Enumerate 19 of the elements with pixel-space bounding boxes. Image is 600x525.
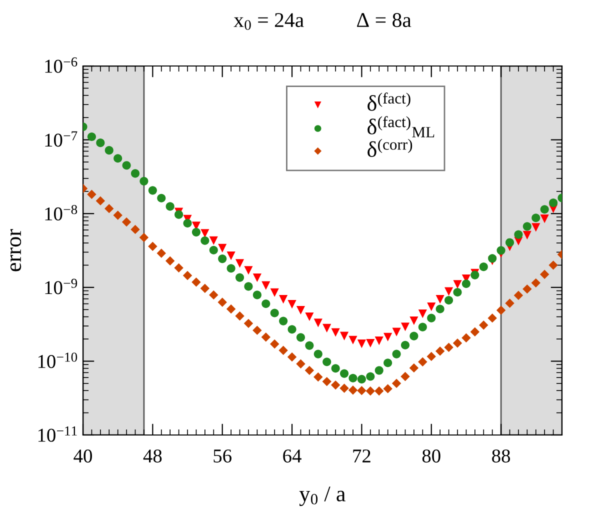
y-tick-label: 10$^{−7}$ — [45, 131, 78, 147]
chart-title: x$_{0}$ = 24a Δ = 8a — [234, 13, 412, 30]
legend-label: δ$^{(fact)}$ — [368, 92, 410, 111]
x-tick-label: 56 — [214, 450, 232, 463]
y-tick-label: 10$^{−11}$ — [38, 426, 77, 442]
y-tick-label: 10$^{−6}$ — [45, 57, 78, 73]
y-axis-title: error — [10, 229, 22, 272]
x-tick-label: 48 — [143, 449, 162, 463]
x-tick-label: 40 — [74, 449, 92, 463]
legend-label: δ$^{(corr)}$ — [368, 138, 412, 157]
x-tick-label: 80 — [422, 449, 440, 463]
y-tick-label: 10$^{−8}$ — [45, 204, 78, 220]
x-tick-label: 88 — [492, 449, 510, 463]
y-tick-label: 10$^{−10}$ — [38, 352, 78, 368]
y-tick-label: 10$^{−9}$ — [45, 278, 78, 294]
legend-label: δ$^{(fact)}$$_{ML}$ — [368, 116, 434, 138]
x-tick-label: 72 — [353, 450, 370, 462]
x-axis-title: y$_{0}$ / a — [299, 486, 346, 506]
x-tick-label: 64 — [283, 450, 302, 463]
